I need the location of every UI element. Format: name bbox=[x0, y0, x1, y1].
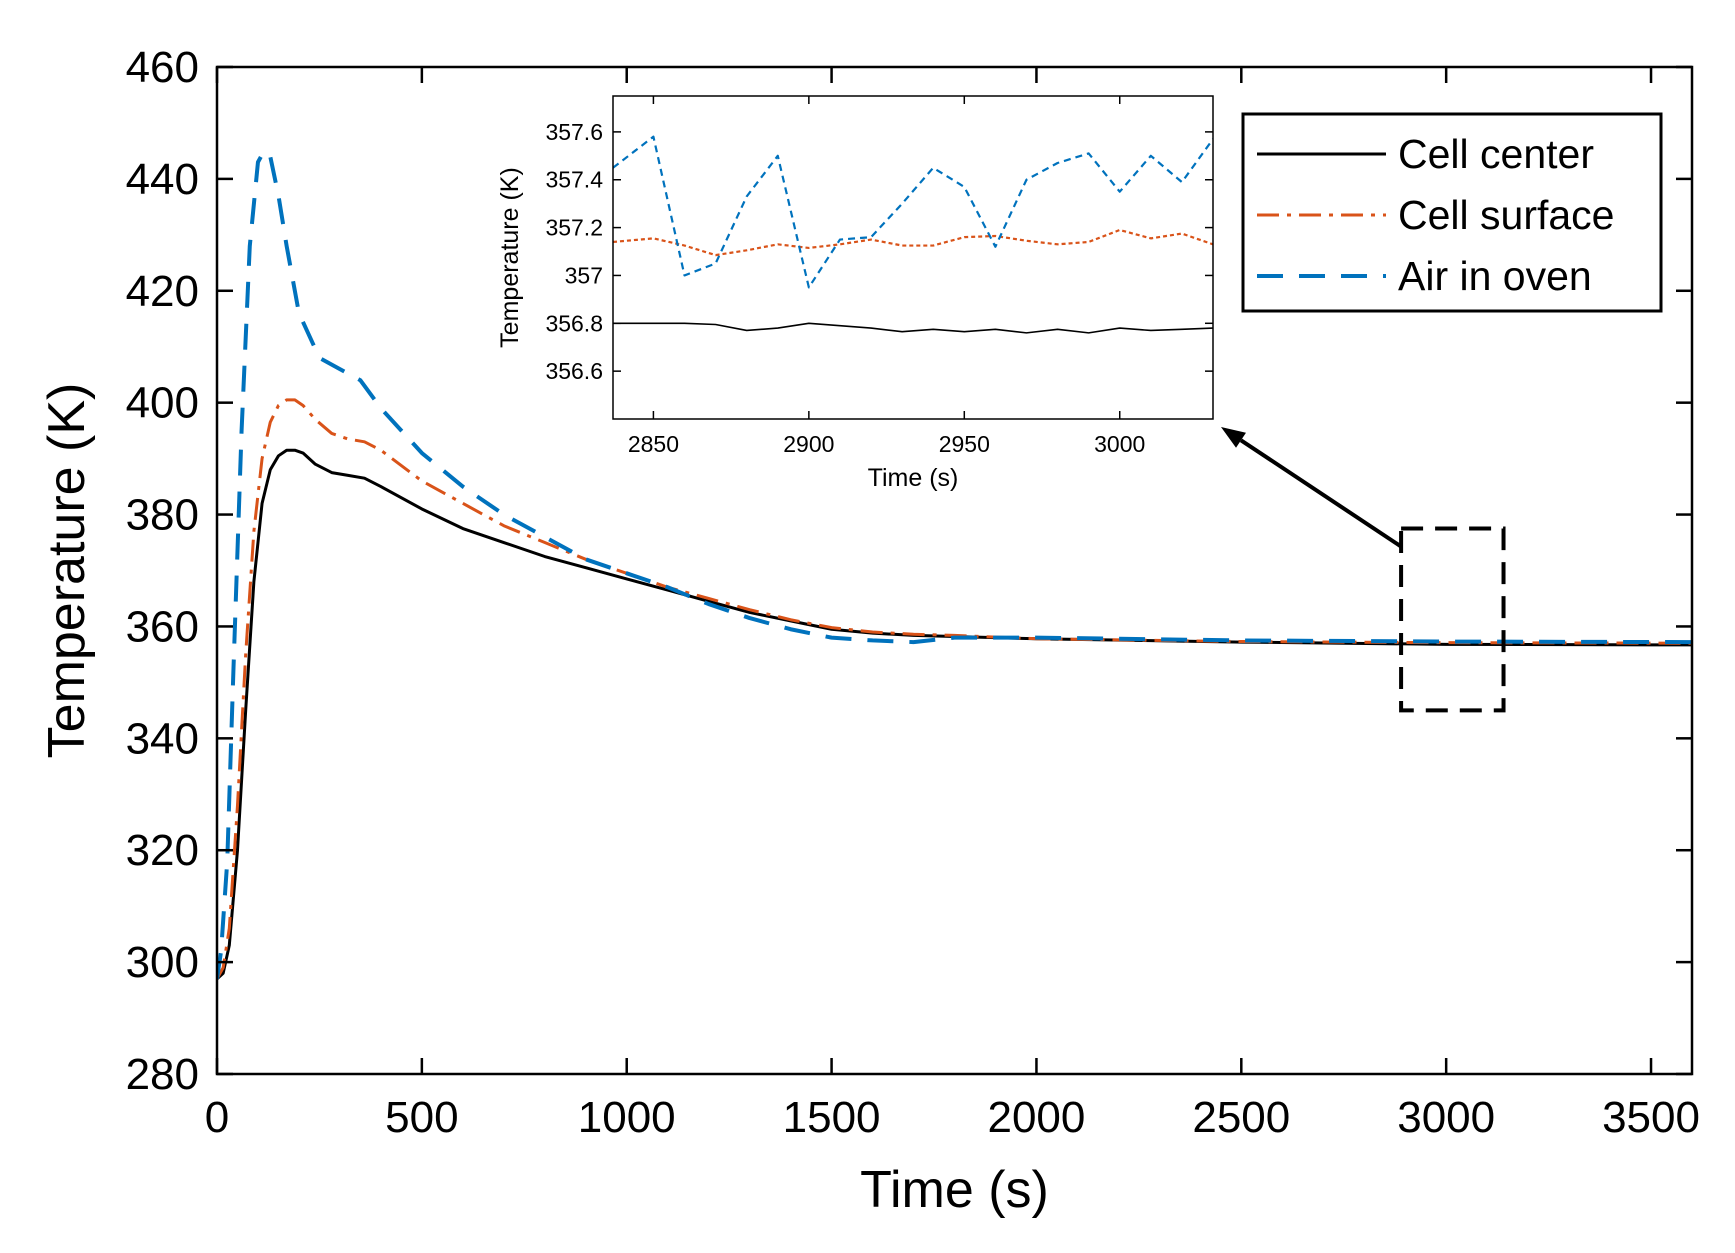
main-series-cell-center bbox=[217, 448, 1692, 981]
legend-box bbox=[1241, 112, 1663, 313]
inset-series-group bbox=[613, 135, 1213, 334]
inset-y-tick-label: 356.8 bbox=[545, 310, 603, 336]
main-x-tick-label: 1000 bbox=[578, 1093, 676, 1142]
legend-label-cell-surface: Cell surface bbox=[1398, 192, 1614, 238]
main-x-tick-label: 3500 bbox=[1602, 1093, 1700, 1142]
main-x-tick-label: 3000 bbox=[1397, 1093, 1495, 1142]
main-y-axis-label: Temperature (K) bbox=[38, 383, 96, 759]
main-y-tick-label: 360 bbox=[126, 602, 199, 651]
zoom-arrow-head bbox=[1221, 427, 1246, 448]
inset-series-cell-center bbox=[613, 322, 1213, 334]
zoom-region-box bbox=[1399, 526, 1506, 713]
main-y-tick-label: 340 bbox=[126, 714, 199, 763]
inset-x-tick-label: 2850 bbox=[628, 431, 679, 457]
main-series-air-in-oven bbox=[217, 148, 1692, 980]
legend-label-air-in-oven: Air in oven bbox=[1398, 253, 1592, 299]
main-x-tick-label: 2500 bbox=[1192, 1093, 1290, 1142]
inset-y-tick-label: 357 bbox=[565, 262, 603, 288]
main-y-tick-label: 300 bbox=[126, 938, 199, 987]
inset-x-tick-label: 2950 bbox=[939, 431, 990, 457]
main-x-tick-label: 1500 bbox=[783, 1093, 881, 1142]
legend-label-cell-center: Cell center bbox=[1398, 131, 1594, 177]
zoom-annotation bbox=[1221, 427, 1506, 713]
main-axes-box bbox=[215, 65, 1694, 1076]
inset-y-tick-label: 357.4 bbox=[545, 167, 603, 193]
inset-axes-box bbox=[612, 95, 1214, 420]
inset-y-tick-label: 356.6 bbox=[545, 358, 603, 384]
zoom-arrow-line bbox=[1239, 438, 1403, 549]
main-x-axis-label: Time (s) bbox=[860, 1161, 1049, 1219]
main-y-tick-label: 380 bbox=[126, 491, 199, 540]
main-x-tick-label: 0 bbox=[205, 1093, 229, 1142]
main-y-tick-label: 420 bbox=[126, 267, 199, 316]
main-y-tick-label: 320 bbox=[126, 826, 199, 875]
main-x-tick-label: 500 bbox=[385, 1093, 458, 1142]
legend: Cell center Cell surface Air in oven bbox=[1241, 112, 1663, 313]
inset-y-tick-label: 357.6 bbox=[545, 119, 603, 145]
inset-background bbox=[613, 96, 1213, 419]
inset-x-tick-label: 3000 bbox=[1094, 431, 1145, 457]
inset-chart: 2850 2900 2950 3000 356.6 356.8 357 357.2 357.4 3… bbox=[496, 95, 1214, 492]
main-y-tick-label: 440 bbox=[126, 155, 199, 204]
inset-x-axis-label: Time (s) bbox=[868, 464, 959, 492]
main-y-tick-label: 280 bbox=[126, 1050, 199, 1099]
inset-series-cell-surface bbox=[613, 228, 1213, 257]
main-series-group bbox=[217, 148, 1692, 981]
main-y-tick-label: 460 bbox=[126, 43, 199, 92]
inset-y-axis-label: Temperature (K) bbox=[496, 167, 524, 348]
main-x-tick-label: 2000 bbox=[987, 1093, 1085, 1142]
inset-series-air-in-oven bbox=[613, 135, 1213, 289]
main-y-tick-label: 400 bbox=[126, 379, 199, 428]
main-chart: 0 500 1000 1500 2000 2500 3000 3500 280 300 320 340… bbox=[38, 43, 1700, 1219]
inset-y-tick-label: 357.2 bbox=[545, 215, 603, 241]
inset-x-tick-label: 2900 bbox=[783, 431, 834, 457]
